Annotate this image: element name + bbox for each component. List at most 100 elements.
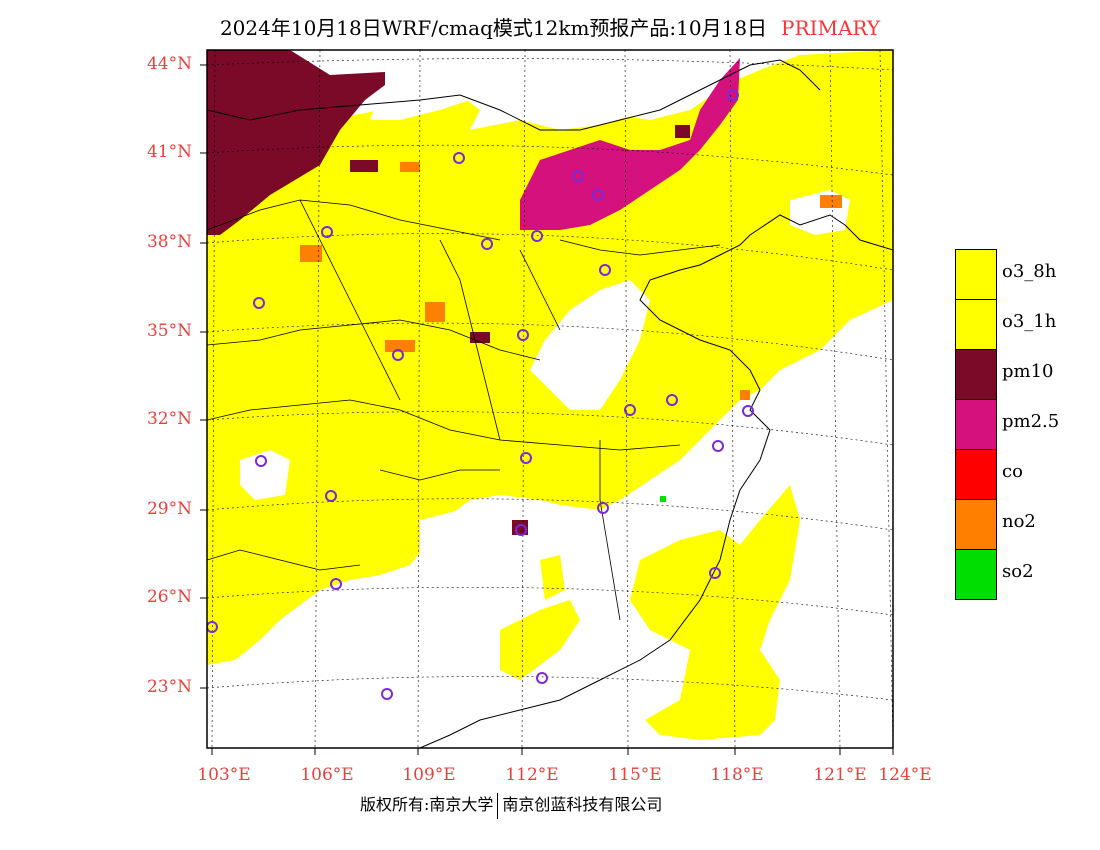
lat-label-26: 26°N (146, 587, 192, 607)
no2-patch-5 (400, 162, 420, 172)
lon-ticks (211, 748, 894, 755)
station-marker (592, 189, 604, 201)
lon-label-115: 115°E (608, 765, 662, 785)
legend-swatch-o3-1h (955, 299, 997, 350)
pm10-patch-2 (675, 125, 690, 138)
station-marker (624, 404, 636, 416)
legend-label-o3-8h: o3_8h (1002, 261, 1057, 282)
station-markers (207, 89, 754, 700)
station-marker (666, 394, 678, 406)
station-marker (727, 89, 739, 101)
clean-region-mongolia (370, 58, 470, 120)
station-marker (392, 349, 404, 361)
legend-label-no2: no2 (1002, 511, 1036, 532)
station-marker (597, 502, 609, 514)
station-marker (520, 452, 532, 464)
lat-ticks (200, 64, 207, 689)
station-marker (321, 226, 333, 238)
legend-item-pm25: pm2.5 (955, 399, 1077, 450)
copyright-left: 版权所有:南京大学 (360, 795, 494, 814)
lat-label-23: 23°N (146, 677, 192, 697)
clean-region-shandong (530, 280, 650, 410)
legend-swatch-co (955, 449, 997, 500)
copyright-footer: 版权所有:南京大学 南京创蓝科技有限公司 (360, 791, 662, 819)
coastline (419, 214, 893, 748)
station-marker (453, 152, 465, 164)
border-north (207, 59, 821, 131)
clean-region-sichuan (240, 450, 290, 500)
station-marker (742, 405, 754, 417)
no2-patch-2 (425, 302, 445, 322)
station-marker (515, 524, 527, 536)
legend-label-so2: so2 (1002, 561, 1034, 582)
pm10-patch-1 (350, 160, 378, 172)
legend-label-o3-1h: o3_1h (1002, 311, 1057, 332)
no2-patch-6 (740, 390, 750, 400)
station-marker (481, 238, 493, 250)
lon-label-118: 118°E (710, 765, 764, 785)
clean-region-north (530, 60, 720, 120)
lon-label-124: 124°E (878, 765, 932, 785)
lat-label-29: 29°N (146, 499, 192, 519)
station-marker (517, 329, 529, 341)
legend-item-o3-8h: o3_8h (955, 249, 1077, 300)
lat-label-41: 41°N (146, 142, 192, 162)
legend-label-pm25: pm2.5 (1002, 411, 1060, 432)
province-lines (207, 199, 721, 621)
legend-label-pm10: pm10 (1002, 361, 1054, 382)
o3-region-central (540, 555, 565, 600)
station-marker (599, 264, 611, 276)
map-frame (206, 49, 894, 749)
pm25-region (520, 58, 740, 230)
so2-patch (660, 496, 666, 502)
legend-swatch-no2 (955, 499, 997, 550)
lat-label-35: 35°N (146, 321, 192, 341)
lat-label-38: 38°N (146, 232, 192, 252)
lon-label-109: 109°E (402, 765, 456, 785)
station-marker (330, 578, 342, 590)
legend-swatch-o3-8h (955, 249, 997, 300)
station-marker (255, 455, 267, 467)
station-marker (207, 621, 218, 633)
station-marker (531, 230, 543, 242)
title-product: PRIMARY (781, 16, 881, 40)
pm10-region (207, 50, 385, 235)
legend-item-pm10: pm10 (955, 349, 1077, 400)
station-marker (253, 297, 265, 309)
lat-label-44: 44°N (146, 54, 192, 74)
lon-label-103: 103°E (197, 765, 251, 785)
map-layers (207, 50, 893, 748)
station-marker (381, 688, 393, 700)
footer-separator (497, 792, 499, 819)
station-marker (536, 672, 548, 684)
legend-item-so2: so2 (955, 549, 1077, 600)
station-marker (709, 567, 721, 579)
station-marker (712, 440, 724, 452)
graticule (207, 50, 893, 748)
station-marker (572, 170, 584, 182)
lon-label-106: 106°E (300, 765, 354, 785)
clean-region-southeast (420, 510, 530, 600)
legend-item-co: co (955, 449, 1077, 500)
legend-swatch-so2 (955, 549, 997, 600)
legend-item-o3-1h: o3_1h (955, 299, 1077, 350)
lon-label-112: 112°E (505, 765, 559, 785)
o3-region-guangxi (500, 600, 580, 680)
legend-item-no2: no2 (955, 499, 1077, 550)
legend-swatch-pm25 (955, 399, 997, 450)
legend: o3_8h o3_1h pm10 pm2.5 co no2 so2 (955, 249, 1077, 600)
o3-region-south (630, 485, 800, 740)
lat-label-32: 32°N (146, 409, 192, 429)
no2-patch-4 (820, 195, 842, 208)
station-marker (325, 490, 337, 502)
title-text: 2024年10月18日WRF/cmaq模式12km预报产品:10月18日 (219, 16, 768, 40)
no2-patch-3 (385, 340, 415, 352)
copyright-right: 南京创蓝科技有限公司 (502, 795, 663, 814)
legend-swatch-pm10 (955, 349, 997, 400)
lon-label-121: 121°E (813, 765, 867, 785)
legend-label-co: co (1002, 461, 1023, 482)
chart-title: 2024年10月18日WRF/cmaq模式12km预报产品:10月18日 PRIM… (0, 12, 1100, 41)
no2-patch-1 (300, 245, 322, 262)
pm10-patch-4 (470, 332, 490, 343)
